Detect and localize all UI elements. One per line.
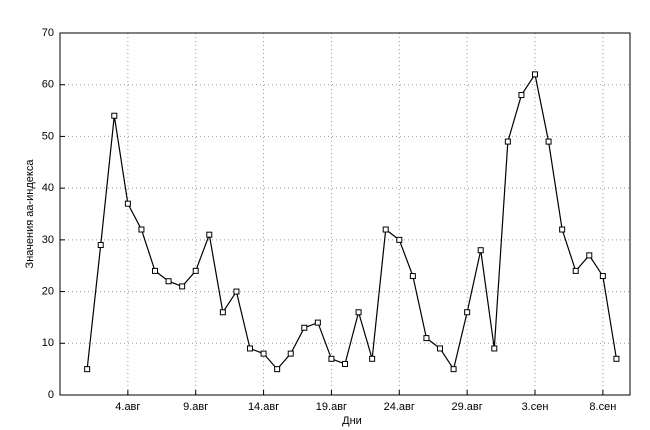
y-tick-label: 70: [42, 27, 54, 39]
data-marker: [450, 366, 457, 373]
y-tick-label: 30: [42, 234, 54, 246]
data-marker: [437, 345, 443, 352]
x-tick-label: 4.авг: [115, 401, 140, 413]
data-marker: [165, 278, 172, 285]
data-marker: [233, 288, 240, 295]
x-tick-label: 14.авг: [248, 401, 279, 413]
data-marker: [423, 335, 430, 342]
data-marker: [396, 236, 403, 243]
data-marker: [138, 226, 145, 233]
data-marker: [314, 319, 321, 326]
y-tick-label: 20: [42, 285, 54, 297]
data-marker: [518, 92, 525, 99]
data-marker: [97, 242, 104, 249]
y-axis-label: Значения аа-индекса: [24, 159, 36, 269]
data-marker: [559, 226, 566, 233]
y-tick-label: 50: [42, 130, 54, 142]
data-marker: [491, 345, 498, 352]
data-marker: [599, 273, 606, 280]
y-tick-label: 60: [42, 79, 54, 91]
data-line: [86, 72, 618, 371]
y-tick-label: 0: [48, 389, 54, 401]
data-marker: [409, 273, 416, 280]
y-tick-label: 10: [42, 337, 54, 349]
data-marker: [179, 283, 186, 290]
data-marker: [124, 200, 131, 207]
data-marker: [287, 350, 294, 357]
x-tick-label: 8.сен: [589, 401, 616, 413]
x-tick-label: 3.сен: [522, 401, 549, 413]
x-tick-label: 19.авг: [316, 401, 347, 413]
data-marker: [301, 324, 308, 331]
data-marker: [342, 360, 348, 367]
data-marker: [111, 112, 118, 119]
data-marker: [84, 366, 91, 373]
data-marker: [382, 226, 389, 233]
data-marker: [219, 309, 226, 316]
data-marker: [613, 355, 620, 362]
data-marker: [247, 345, 253, 352]
data-marker: [328, 355, 335, 362]
data-marker: [274, 366, 281, 373]
x-tick-label: 29.авг: [452, 401, 483, 413]
data-marker: [572, 267, 579, 274]
x-axis-label: Дни: [342, 415, 362, 427]
data-marker: [532, 71, 538, 78]
data-marker: [152, 267, 158, 274]
data-marker: [192, 267, 199, 274]
x-tick-label: 9.авг: [183, 401, 208, 413]
data-marker: [464, 309, 471, 316]
data-marker: [477, 247, 484, 254]
data-marker: [586, 252, 593, 259]
data-marker: [545, 138, 552, 145]
data-marker: [369, 355, 376, 362]
data-marker: [260, 350, 267, 357]
plot-frame: [59, 32, 631, 396]
x-tick-label: 24.авг: [384, 401, 415, 413]
data-marker: [504, 138, 511, 145]
data-marker: [355, 309, 362, 316]
data-marker: [206, 231, 213, 238]
y-tick-label: 40: [42, 182, 54, 194]
